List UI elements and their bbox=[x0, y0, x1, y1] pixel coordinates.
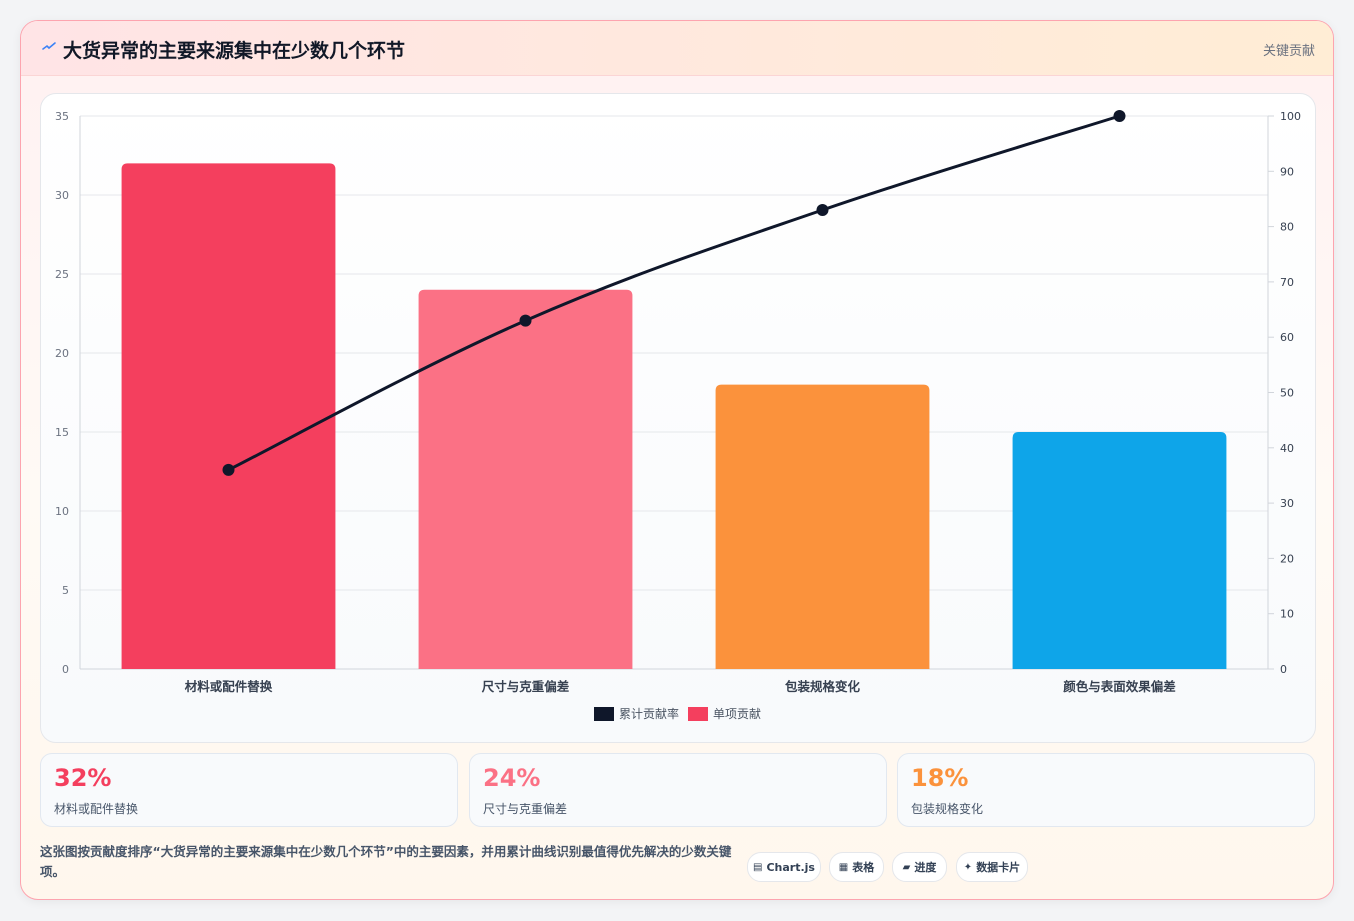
y-tick-label-right: 20 bbox=[1280, 552, 1294, 565]
chart-panel: 0 5 10 15 20 25 30 35 0 10 20 30 40 50 60 70 80 90 100 材料或配… bbox=[40, 93, 1316, 743]
stat-label: 材料或配件替换 bbox=[54, 802, 139, 816]
chip-progress[interactable]: ▰ 进度 bbox=[892, 852, 947, 882]
chip-table[interactable]: ▦ 表格 bbox=[829, 852, 884, 882]
cumulative-point bbox=[816, 204, 829, 217]
y-tick-label-right: 40 bbox=[1280, 442, 1294, 455]
legend-swatch bbox=[594, 707, 614, 721]
chip-label: 表格 bbox=[852, 861, 875, 874]
table-icon: ▦ bbox=[838, 861, 849, 873]
legend-label: 累计贡献率 bbox=[619, 706, 679, 721]
pareto-chart: 0 5 10 15 20 25 30 35 0 10 20 30 40 50 60 70 80 90 100 材料或配… bbox=[55, 110, 1301, 721]
y-tick-label-left: 10 bbox=[55, 505, 69, 518]
chart-description: 这张图按贡献度排序“大货异常的主要来源集中在少数几个环节”中的主要因素，并用累计… bbox=[40, 844, 732, 879]
y-tick-label-right: 10 bbox=[1280, 608, 1294, 621]
x-tick-label: 包装规格变化 bbox=[784, 679, 861, 694]
y-tick-label-left: 35 bbox=[55, 110, 69, 123]
bar bbox=[1012, 432, 1227, 669]
bar bbox=[715, 384, 930, 669]
stat-value: 24% bbox=[483, 764, 541, 792]
y-tick-label-right: 50 bbox=[1280, 387, 1294, 400]
sparkle-icon: ✦ bbox=[963, 861, 973, 873]
y-tick-label-right: 30 bbox=[1280, 497, 1294, 510]
cumulative-point bbox=[519, 314, 532, 327]
stat-label: 包装规格变化 bbox=[911, 802, 984, 816]
stat-card-2: 24% 尺寸与克重偏差 bbox=[469, 753, 887, 827]
cumulative-point bbox=[222, 463, 235, 476]
chip-label: 进度 bbox=[914, 861, 937, 874]
stat-label: 尺寸与克重偏差 bbox=[483, 802, 568, 816]
y-tick-label-left: 30 bbox=[55, 189, 69, 202]
header-tag: 关键贡献 bbox=[1262, 44, 1315, 59]
y-tick-label-left: 20 bbox=[55, 347, 69, 360]
y-tick-label-right: 100 bbox=[1280, 110, 1301, 123]
legend-label: 单项贡献 bbox=[713, 706, 761, 721]
bar bbox=[418, 289, 633, 669]
stat-value: 32% bbox=[54, 764, 112, 792]
trend-icon bbox=[42, 42, 56, 50]
x-tick-label: 材料或配件替换 bbox=[184, 679, 273, 694]
y-tick-label-right: 70 bbox=[1280, 276, 1294, 289]
chip-data-cards[interactable]: ✦ 数据卡片 bbox=[956, 852, 1028, 882]
y-tick-label-left: 0 bbox=[62, 663, 69, 676]
bar bbox=[121, 163, 336, 669]
chip-chartjs[interactable]: ▤ Chart.js bbox=[747, 852, 821, 882]
card-header: 大货异常的主要来源集中在少数几个环节 关键贡献 bbox=[21, 21, 1333, 76]
y-tick-label-left: 25 bbox=[55, 268, 69, 281]
y-tick-label-right: 80 bbox=[1280, 221, 1294, 234]
y-tick-label-left: 15 bbox=[55, 426, 69, 439]
report-card: 大货异常的主要来源集中在少数几个环节 关键贡献 0 5 10 15 20 25 30 35 0 1… bbox=[20, 20, 1334, 900]
stat-card-3: 18% 包装规格变化 bbox=[897, 753, 1315, 827]
legend-swatch bbox=[688, 707, 708, 721]
cumulative-line bbox=[227, 114, 1120, 472]
page-title: 大货异常的主要来源集中在少数几个环节 bbox=[63, 40, 406, 62]
stat-value: 18% bbox=[911, 764, 969, 792]
y-tick-label-left: 5 bbox=[62, 584, 69, 597]
cumulative-point bbox=[1113, 110, 1126, 122]
y-tick-label-right: 60 bbox=[1280, 331, 1294, 344]
chip-label: Chart.js bbox=[766, 860, 815, 874]
x-tick-label: 尺寸与克重偏差 bbox=[482, 679, 570, 694]
stat-card-1: 32% 材料或配件替换 bbox=[40, 753, 458, 827]
chip-label: 数据卡片 bbox=[976, 861, 1021, 874]
chart-icon: ▤ bbox=[753, 861, 763, 873]
progress-icon: ▰ bbox=[902, 861, 911, 873]
y-tick-label-right: 90 bbox=[1280, 165, 1294, 178]
x-tick-label: 颜色与表面效果偏差 bbox=[1063, 679, 1176, 694]
y-tick-label-right: 0 bbox=[1280, 663, 1287, 676]
